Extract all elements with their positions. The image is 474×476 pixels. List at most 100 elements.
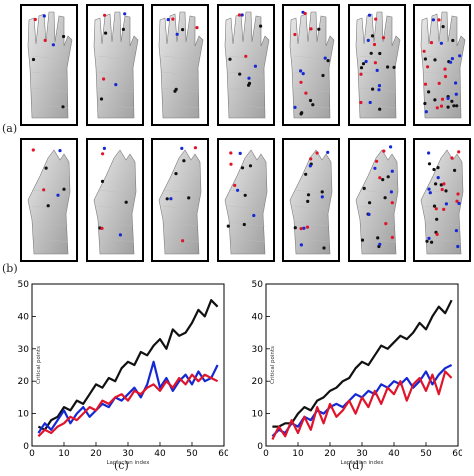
hand-mesh-image [224, 149, 267, 255]
feature-point-black [182, 159, 186, 163]
feature-point-blue [454, 92, 458, 96]
feature-point-red [423, 82, 428, 86]
feature-point-black [243, 193, 247, 197]
feature-point-blue [427, 187, 431, 191]
y-tick-label: 50 [18, 280, 30, 290]
feature-point-black [377, 51, 381, 56]
feature-point-blue [326, 150, 330, 154]
feature-point-black [430, 240, 434, 244]
figure-row-a [20, 4, 474, 126]
feature-point-blue [169, 197, 173, 201]
feature-point-blue [51, 43, 55, 47]
feature-point-black [432, 167, 436, 172]
feature-point-blue [366, 38, 370, 43]
row_b-frame-3 [151, 138, 209, 262]
feature-point-blue [246, 76, 251, 80]
feature-point-blue [180, 146, 184, 150]
feature-point-black [320, 190, 324, 194]
feature-point-black [359, 66, 363, 70]
figure-row-b [20, 138, 474, 262]
y-tick-label: 40 [18, 312, 30, 322]
feature-point-red [439, 104, 444, 108]
panel-label-b: (b) [2, 262, 18, 275]
feature-point-black [369, 51, 373, 55]
feature-point-blue [253, 64, 257, 68]
feature-point-blue [458, 54, 462, 58]
feature-point-red [299, 80, 303, 84]
feature-point-black [62, 187, 66, 191]
feature-point-red [102, 13, 106, 17]
hand-mesh-image [93, 11, 138, 119]
feature-point-blue [454, 81, 458, 85]
feature-point-black [62, 34, 66, 39]
feature-point-red [315, 151, 319, 155]
feature-point-red [455, 199, 459, 203]
feature-point-red [435, 232, 439, 236]
feature-point-blue [446, 96, 450, 100]
plot-area [31, 283, 225, 447]
feature-point-blue [240, 13, 244, 17]
feature-point-black [317, 27, 321, 31]
feature-point-black [322, 246, 326, 250]
y-tick-label: 0 [23, 442, 29, 452]
hand-mesh-image [355, 145, 398, 255]
row_a-frame-3 [151, 4, 209, 126]
series-line-1 [37, 299, 219, 431]
x-tick-label: 60 [452, 449, 462, 459]
hand-mesh-image [27, 11, 73, 119]
series-line-3 [37, 373, 219, 438]
hand-mesh-image [224, 11, 269, 119]
x-tick-label: 50 [420, 449, 432, 459]
series-line-3 [271, 370, 453, 440]
feature-point-red [309, 157, 313, 161]
feature-point-red [33, 17, 37, 22]
feature-point-black [433, 98, 437, 102]
x-tick-label: 20 [90, 449, 102, 459]
feature-point-blue [56, 193, 60, 197]
x-tick-label: 20 [324, 449, 336, 459]
hand-mesh-image [289, 10, 335, 119]
row_b-frame-1 [20, 138, 78, 262]
feature-point-red [390, 235, 394, 239]
feature-point-blue [454, 229, 458, 233]
feature-point-red [293, 32, 297, 37]
y-tick-label: 0 [257, 442, 263, 452]
feature-point-blue [449, 60, 453, 64]
row_b-frame-2 [85, 138, 144, 262]
feature-point-black [362, 186, 366, 190]
x-tick-label: 60 [218, 449, 228, 459]
feature-point-red [457, 150, 461, 154]
feature-point-red [228, 151, 232, 155]
feature-point-black [311, 103, 315, 107]
feature-point-red [358, 100, 362, 105]
feature-point-red [443, 74, 448, 79]
feature-point-blue [235, 188, 239, 192]
feature-point-red [437, 18, 441, 22]
feature-point-black [165, 197, 169, 201]
feature-point-blue [377, 242, 381, 246]
x-tick-label: 40 [388, 449, 400, 459]
feature-point-black [436, 166, 440, 170]
feature-point-black [427, 90, 431, 94]
row_a-frame-1 [20, 4, 78, 126]
feature-point-red [456, 192, 460, 196]
y-tick-label: 30 [252, 345, 264, 355]
feature-point-red [390, 201, 394, 205]
feature-point-red [440, 97, 445, 101]
feature-point-blue [367, 13, 371, 17]
row_b-frame-7 [413, 138, 471, 262]
feature-point-blue [293, 105, 297, 109]
hand-mesh-image [420, 149, 464, 255]
feature-point-black [258, 24, 262, 28]
feature-point-black [248, 164, 252, 168]
feature-point-black [293, 226, 297, 230]
feature-point-black [240, 166, 244, 170]
x-tick-label: 50 [186, 449, 198, 459]
feature-point-black [446, 105, 450, 109]
feature-point-black [181, 28, 185, 32]
feature-point-blue [427, 151, 431, 155]
feature-point-red [442, 207, 446, 211]
feature-point-red [232, 183, 236, 187]
feature-point-black [375, 236, 379, 240]
x-tick-label: 0 [29, 449, 35, 459]
